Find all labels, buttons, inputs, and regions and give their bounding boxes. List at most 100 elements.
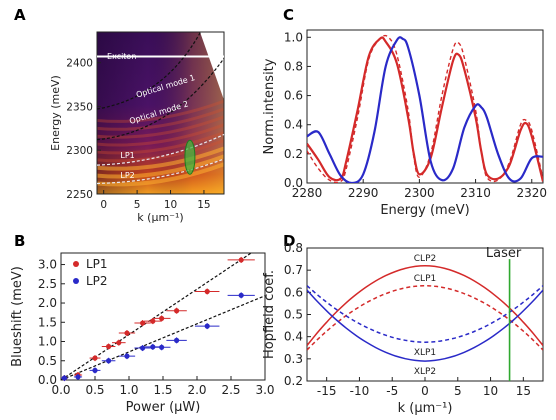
panel-b-xtick-label: 1.0 [119, 383, 138, 397]
panel-d-ytick-label: 0.6 [284, 285, 303, 299]
curve-xlp2 [307, 289, 543, 362]
point-lp2 [75, 374, 81, 380]
panel-b-ytick-label: 1.0 [38, 335, 57, 349]
panel-a-xlabel: k (μm⁻¹) [137, 211, 183, 224]
panel-b-ytick-label: 2.5 [38, 277, 57, 291]
point-lp1 [150, 318, 156, 324]
label-clp2: CLP2 [414, 254, 436, 264]
panel-b: 0.0 0.5 1.0 1.5 2.0 2.5 3.0 0.0 0.5 1.0 1.5 2.0 2.5 3… [10, 252, 275, 415]
lp2-curve [96, 158, 225, 185]
point-lp2 [150, 344, 156, 350]
panel-d-ytick-label: 0.7 [284, 263, 303, 277]
panel-d-ytick-label: 0.5 [284, 308, 303, 322]
curve-clp2 [307, 264, 543, 346]
label-clp1: CLP1 [414, 274, 436, 284]
panel-c-ytick-label: 0.4 [284, 118, 303, 132]
panel-c-ytick-label: 0.6 [284, 89, 303, 103]
panel-b-xtick-label: 0.5 [85, 383, 104, 397]
label-xlp2: XLP2 [414, 367, 436, 377]
lp1-curve [96, 133, 225, 166]
panel-b-ytick-label: 2.0 [38, 296, 57, 310]
annotation-exciton: Exciton [107, 52, 136, 61]
point-lp2 [140, 345, 146, 351]
panel-b-ytick-label: 3.0 [38, 258, 57, 272]
panel-d-ytick-label: 0.8 [284, 241, 303, 255]
panel-a-ytick-label: 2350 [66, 101, 93, 113]
panel-a-frame [96, 31, 225, 195]
red-dashed-spectrum [307, 34, 543, 183]
panel-d-xtick-label: -15 [317, 384, 337, 398]
panel-letter-a: A [14, 6, 26, 24]
blue-solid-spectrum [307, 36, 543, 183]
panel-c-ytick-label: 0.0 [284, 176, 303, 190]
point-lp2 [238, 292, 244, 298]
panel-b-ylabel: Blueshift (meV) [10, 266, 25, 367]
legend-marker-lp1 [73, 261, 79, 267]
point-lp1 [106, 343, 112, 350]
panel-d-xtick-label: -5 [386, 384, 398, 398]
panel-b-xtick-label: 0.0 [51, 383, 70, 397]
point-lp1 [204, 288, 210, 295]
panel-b-xtick-label: 1.5 [153, 383, 172, 397]
laser-spot-ellipse [184, 139, 196, 175]
panel-a-ytick-label: 2300 [66, 145, 93, 157]
point-lp1 [159, 315, 165, 322]
panel-d-xtick-label: 10 [483, 384, 498, 398]
panel-c-xtick-label: 2300 [404, 186, 435, 200]
panel-d-ylabel: Hopfield coef. [262, 270, 277, 359]
panel-d-xtick-label: -10 [350, 384, 370, 398]
point-lp2 [204, 323, 210, 329]
panel-d-ytick-label: 0.2 [284, 374, 303, 388]
panel-b-ytick-label: 0.0 [38, 373, 57, 387]
panel-b-xtick-label: 3.0 [255, 383, 274, 397]
panel-a-xtick-label: 15 [197, 199, 210, 211]
point-lp2 [92, 367, 98, 373]
panel-d: -15 -10 -5 0 5 10 15 0.2 0.3 0.4 0.5 0.6 0.7 0.8 k (μm… [262, 241, 544, 416]
panel-a-ytick-label: 2400 [66, 58, 93, 70]
legend-marker-lp2 [73, 278, 79, 284]
legend-label-lp1: LP1 [86, 257, 108, 271]
panel-d-xlabel: k (μm⁻¹) [398, 401, 453, 416]
panel-a-xtick-label: 0 [100, 199, 107, 211]
legend-b: LP1 LP2 [73, 257, 108, 288]
panel-c: 2280 2290 2300 2310 2320 0.0 0.2 0.4 0.6 0.8 1.0 En… [262, 29, 547, 218]
panel-letter-c: C [283, 6, 294, 24]
panel-b-ytick-label: 0.5 [38, 354, 57, 368]
heatmap-image [97, 32, 224, 194]
panel-c-xtick-label: 2280 [292, 186, 323, 200]
panel-a-ytick-label: 2250 [66, 189, 93, 201]
panel-c-xtick-label: 2290 [348, 186, 379, 200]
optical-mode-2-curve [96, 57, 225, 141]
red-solid-spectrum [307, 36, 543, 182]
panel-letter-b: B [14, 232, 25, 250]
panel-b-xtick-label: 2.5 [221, 383, 240, 397]
point-lp2 [159, 344, 165, 350]
panel-a-xtick-label: 10 [164, 199, 177, 211]
panel-d-xtick-label: 0 [421, 384, 429, 398]
laser-label: Laser [486, 246, 522, 261]
optical-mode-1-curve [96, 31, 202, 110]
point-lp1 [174, 308, 180, 314]
panel-c-ytick-label: 0.8 [284, 59, 303, 73]
panel-d-xtick-label: 5 [454, 384, 462, 398]
panel-c-ylabel: Norm.intensity [262, 58, 277, 154]
point-lp2 [174, 337, 180, 343]
fit-line-lp2 [61, 295, 265, 380]
panel-letter-d: D [283, 232, 295, 250]
panel-a: 0 5 10 15 2250 2300 2350 2400 k (μm⁻¹) Energy (me… [49, 31, 225, 224]
annotation-lp2: LP2 [120, 171, 134, 180]
point-lp2 [124, 353, 130, 359]
panel-c-xlabel: Energy (meV) [380, 203, 469, 218]
point-lp1 [92, 355, 98, 361]
panel-c-xtick-label: 2310 [460, 186, 491, 200]
point-lp1 [140, 320, 146, 326]
panel-b-xtick-label: 2.0 [187, 383, 206, 397]
point-lp2 [61, 375, 67, 381]
point-lp2 [106, 358, 112, 364]
point-lp1 [238, 257, 244, 263]
panel-c-ytick-label: 1.0 [284, 30, 303, 44]
panel-b-xlabel: Power (μW) [126, 400, 201, 415]
label-xlp1: XLP1 [414, 348, 436, 358]
panel-a-xtick-label: 5 [134, 199, 141, 211]
